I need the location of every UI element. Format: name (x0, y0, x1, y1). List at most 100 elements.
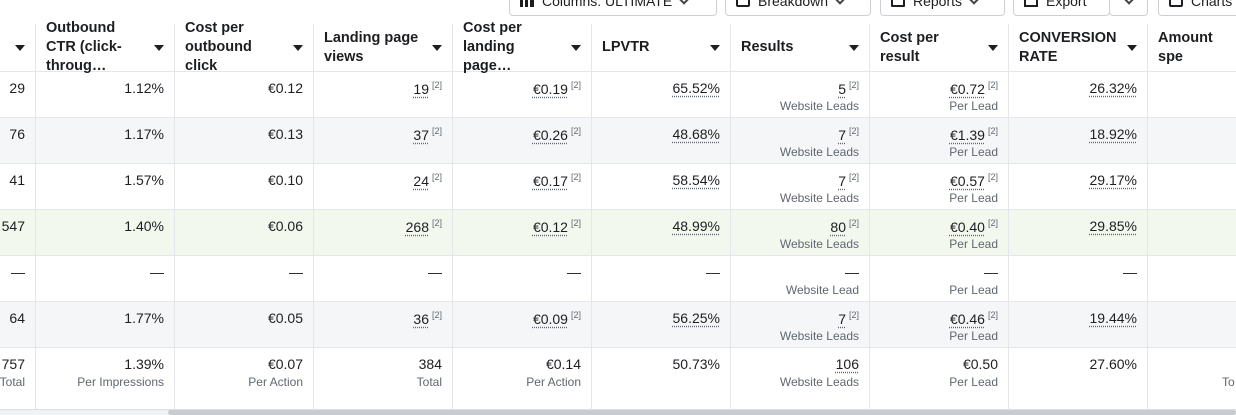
cell-value-text[interactable]: 48.68% (673, 126, 720, 142)
table-row[interactable]: 41 1.57% €0.10 24 [2] €0.17 [2] 58.54% 7 [2] Websi… (0, 164, 1236, 210)
cell-value-text[interactable]: €0.46 (950, 311, 985, 327)
total-subtext: To (1222, 375, 1235, 389)
sort-caret-icon[interactable] (571, 45, 581, 51)
cell-value-text[interactable]: €0.26 (533, 127, 568, 143)
sort-caret-icon[interactable] (1127, 45, 1137, 51)
columns-button[interactable]: Columns: ULTIMATE (509, 0, 717, 16)
footnote-marker[interactable]: [2] (432, 218, 442, 228)
cell-value: €0.72 [2] (950, 80, 998, 97)
totals-cell: 757 Total (0, 348, 36, 410)
sort-caret-icon[interactable] (988, 45, 998, 51)
cell-value-text[interactable]: €0.12 (533, 219, 568, 235)
footnote-marker[interactable]: [2] (849, 310, 859, 320)
table-cell: €0.05 (175, 302, 314, 347)
table-row[interactable]: — — — — — — — Website Lead — Per Lead — (0, 256, 1236, 302)
table-row[interactable]: 29 1.12% €0.12 19 [2] €0.19 [2] 65.52% 5 [2] Websi… (0, 72, 1236, 118)
footnote-marker[interactable]: [2] (571, 80, 581, 90)
cell-value-text[interactable]: 7 (838, 127, 846, 143)
cell-subtext: Per Lead (949, 145, 998, 159)
totals-cell: 50.73% (592, 348, 731, 410)
footnote-marker[interactable]: [2] (432, 80, 442, 90)
cell-value-text[interactable]: 24 (413, 173, 429, 189)
footnote-marker[interactable]: [2] (988, 218, 998, 228)
footnote-marker[interactable]: [2] (571, 310, 581, 320)
cell-value-text[interactable]: 58.54% (673, 172, 720, 188)
cell-value-text[interactable]: €0.19 (533, 81, 568, 97)
cell-value: — (567, 264, 581, 280)
cell-value-text[interactable]: 7 (838, 173, 846, 189)
table-row[interactable]: 64 1.77% €0.05 36 [2] €0.09 [2] 56.25% 7 [2] Websi… (0, 302, 1236, 348)
total-value-text: €0.07 (268, 356, 303, 372)
table-cell: 29.85% (1009, 210, 1148, 255)
footnote-marker[interactable]: [2] (988, 172, 998, 182)
column-header[interactable]: Amount spe (1148, 24, 1236, 71)
cell-value-text[interactable]: 19.44% (1090, 310, 1137, 326)
scrollbar-thumb[interactable] (168, 410, 1236, 415)
export-options-button[interactable] (1109, 0, 1148, 16)
column-header[interactable]: LPVTR (592, 24, 731, 71)
totals-cell: To (1148, 348, 1236, 410)
column-header[interactable]: Outbound CTR (click-throug… (36, 24, 175, 71)
export-button[interactable]: Export (1013, 0, 1110, 16)
footnote-marker[interactable]: [2] (432, 172, 442, 182)
reports-button[interactable]: Reports (880, 0, 1005, 16)
table-cell: €0.10 (175, 164, 314, 209)
footnote-marker[interactable]: [2] (988, 80, 998, 90)
column-header[interactable]: Cost per outbound click (175, 24, 314, 71)
cell-value-text[interactable]: 7 (838, 311, 846, 327)
cell-value: 64 (9, 310, 25, 326)
cell-value: 26.32% (1090, 80, 1137, 96)
sort-caret-icon[interactable] (293, 45, 303, 51)
column-header[interactable]: Cost per result (870, 24, 1009, 71)
sort-caret-icon[interactable] (710, 45, 720, 51)
footnote-marker[interactable]: [2] (849, 218, 859, 228)
cell-value-text[interactable]: 48.99% (673, 218, 720, 234)
sort-caret-icon[interactable] (849, 45, 859, 51)
breakdown-button[interactable]: Breakdown (725, 0, 871, 16)
cell-value-text[interactable]: 29.85% (1090, 218, 1137, 234)
cell-value-text[interactable]: €0.17 (533, 173, 568, 189)
cell-value-text[interactable]: 29.17% (1090, 172, 1137, 188)
cell-value-text[interactable]: €0.57 (950, 173, 985, 189)
cell-value-text[interactable]: 18.92% (1090, 126, 1137, 142)
sort-caret-icon[interactable] (15, 45, 25, 51)
footnote-marker[interactable]: [2] (571, 172, 581, 182)
footnote-marker[interactable]: [2] (988, 310, 998, 320)
footnote-marker[interactable]: [2] (988, 126, 998, 136)
footnote-marker[interactable]: [2] (571, 218, 581, 228)
total-value-text[interactable]: 106 (836, 356, 859, 372)
table-row[interactable]: 76 1.17% €0.13 37 [2] €0.26 [2] 48.68% 7 [2] Websi… (0, 118, 1236, 164)
charts-icon (1169, 0, 1183, 7)
table-cell: — (175, 256, 314, 301)
cell-value-text[interactable]: 37 (413, 127, 429, 143)
charts-button[interactable]: Charts (1158, 0, 1236, 16)
column-header[interactable]: CONVERSION RATE (1009, 24, 1148, 71)
table-cell: 1.77% (36, 302, 175, 347)
cell-value-text[interactable]: 268 (406, 219, 429, 235)
column-header[interactable]: Cost per landing page… (453, 24, 592, 71)
column-header[interactable] (0, 24, 36, 71)
cell-value-text[interactable]: 65.52% (673, 80, 720, 96)
cell-value-text[interactable]: 26.32% (1090, 80, 1137, 96)
cell-value-text[interactable]: €0.40 (950, 219, 985, 235)
cell-value-text[interactable]: 19 (413, 81, 429, 97)
cell-value-text[interactable]: €0.72 (950, 81, 985, 97)
footnote-marker[interactable]: [2] (571, 126, 581, 136)
sort-caret-icon[interactable] (432, 45, 442, 51)
totals-cell: €0.14 Per Action (453, 348, 592, 410)
cell-value-text[interactable]: 36 (413, 311, 429, 327)
footnote-marker[interactable]: [2] (849, 172, 859, 182)
footnote-marker[interactable]: [2] (432, 310, 442, 320)
column-header[interactable]: Results (731, 24, 870, 71)
footnote-marker[interactable]: [2] (849, 80, 859, 90)
footnote-marker[interactable]: [2] (849, 126, 859, 136)
cell-value-text[interactable]: 5 (838, 81, 846, 97)
column-header[interactable]: Landing page views (314, 24, 453, 71)
table-row[interactable]: 547 1.40% €0.06 268 [2] €0.12 [2] 48.99% 80 [2] We… (0, 210, 1236, 256)
cell-value-text[interactable]: 56.25% (673, 310, 720, 326)
cell-value-text[interactable]: 80 (830, 219, 846, 235)
cell-value-text[interactable]: €0.09 (533, 311, 568, 327)
cell-value-text[interactable]: €1.39 (950, 127, 985, 143)
sort-caret-icon[interactable] (154, 45, 164, 51)
footnote-marker[interactable]: [2] (432, 126, 442, 136)
